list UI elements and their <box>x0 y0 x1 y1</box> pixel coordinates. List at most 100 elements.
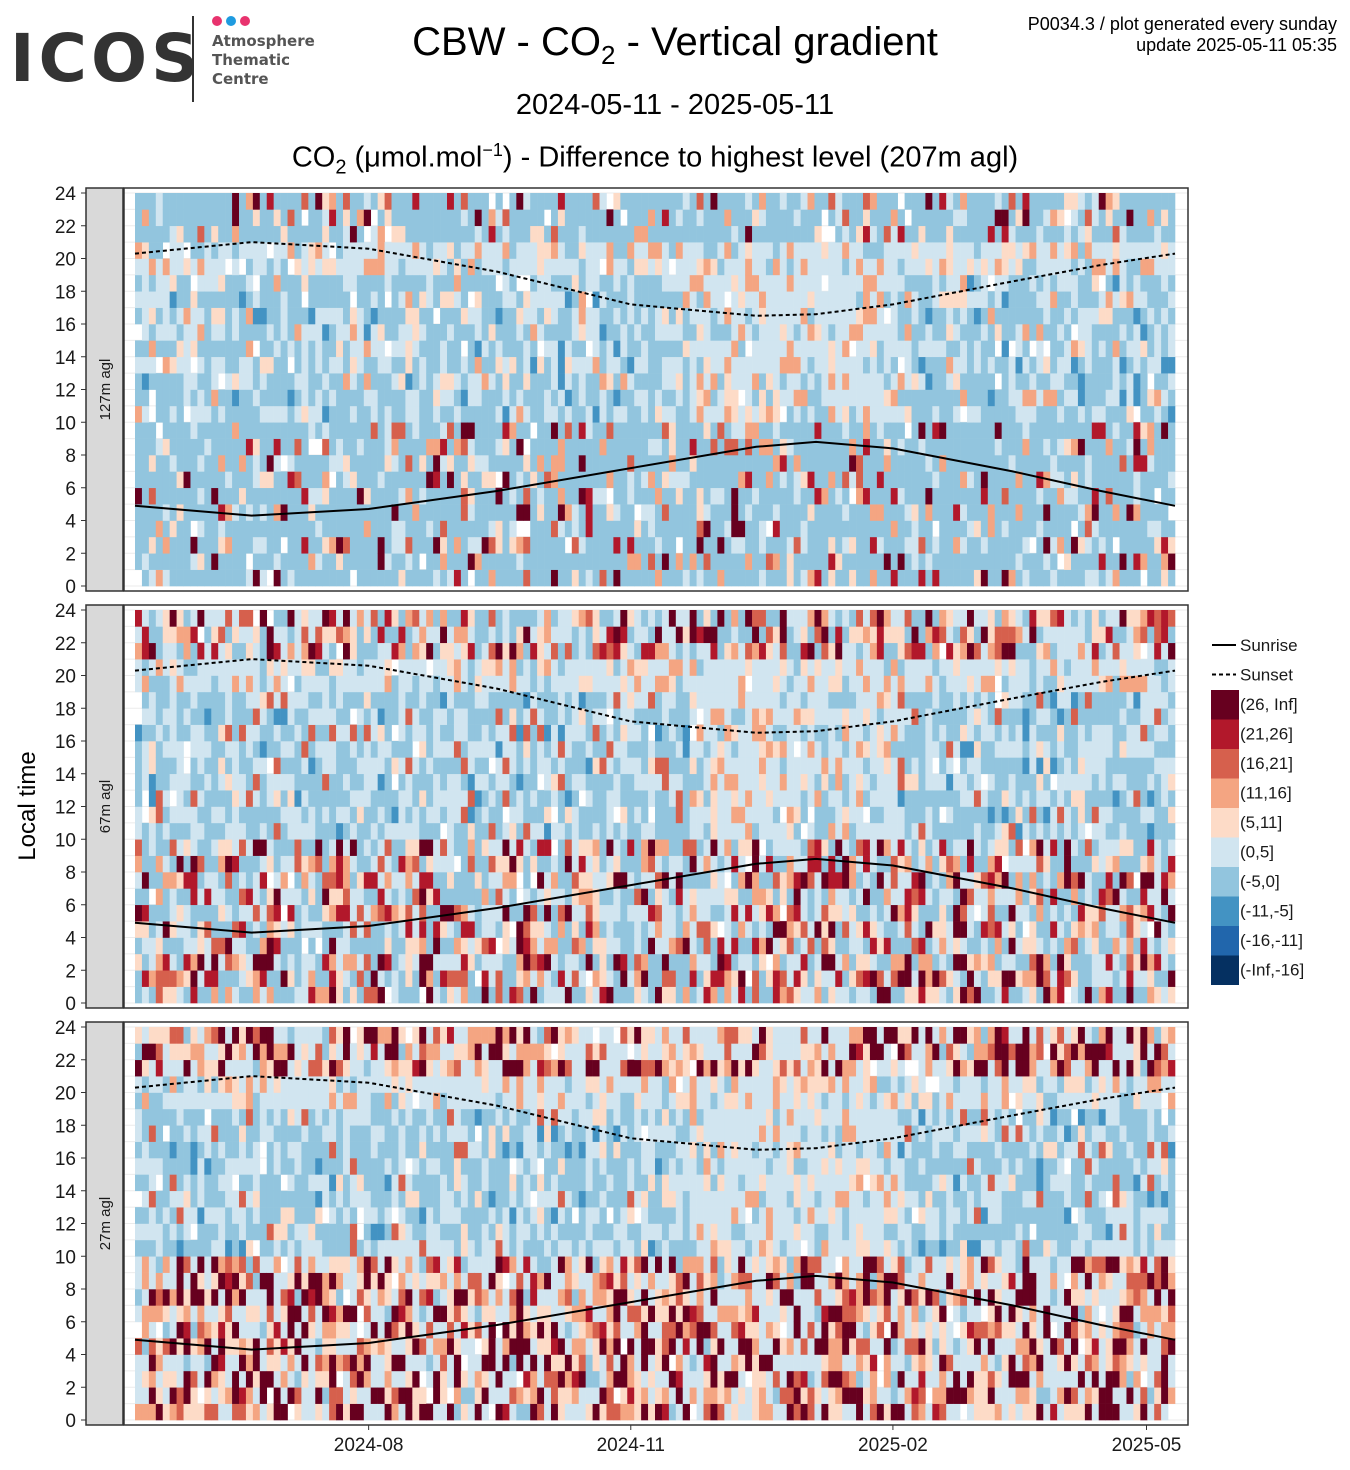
heatmap-cell <box>447 307 455 325</box>
heatmap-cell <box>294 970 302 987</box>
heatmap-cell <box>1001 324 1009 341</box>
heatmap-cell <box>433 455 441 472</box>
heatmap-cell <box>370 438 378 456</box>
heatmap-cell <box>1001 291 1009 308</box>
heatmap-cell <box>259 708 268 725</box>
heatmap-cell <box>356 708 365 725</box>
heatmap-cell <box>474 757 482 775</box>
heatmap-cell <box>197 839 205 856</box>
heatmap-cell <box>398 888 406 906</box>
heatmap-cell <box>564 258 573 276</box>
heatmap-cell <box>218 569 226 587</box>
heatmap-cell <box>668 307 677 325</box>
heatmap-cell <box>245 405 254 423</box>
heatmap-cell <box>682 225 690 243</box>
heatmap-cell <box>204 741 212 758</box>
heatmap-cell <box>322 274 330 292</box>
heatmap-cell <box>738 405 746 423</box>
heatmap-cell <box>488 806 496 824</box>
heatmap-cell <box>495 324 503 341</box>
heatmap-cell <box>1098 373 1106 390</box>
heatmap-cell <box>384 356 392 374</box>
heatmap-cell <box>453 741 462 758</box>
heatmap-cell <box>280 642 288 660</box>
heatmap-cell <box>1168 471 1176 489</box>
heatmap-cell <box>557 291 566 308</box>
heatmap-cell <box>710 356 718 374</box>
heatmap-cell <box>516 839 524 856</box>
heatmap-cell <box>648 356 656 374</box>
heatmap-cell <box>918 504 926 521</box>
heatmap-cell <box>467 921 476 938</box>
heatmap-cell <box>287 438 295 456</box>
heatmap-cell <box>176 536 184 554</box>
heatmap-cell <box>863 536 871 554</box>
heatmap-cell <box>745 553 753 570</box>
heatmap-cell <box>460 757 469 775</box>
heatmap-cell <box>592 520 600 538</box>
heatmap-cell <box>197 659 205 676</box>
heatmap-cell <box>481 888 489 906</box>
heatmap-cell <box>329 258 337 276</box>
heatmap-cell <box>349 626 358 644</box>
heatmap-cell <box>807 274 815 292</box>
heatmap-cell <box>1022 225 1030 243</box>
heatmap-cell <box>1043 193 1051 210</box>
heatmap-cell <box>544 921 552 938</box>
heatmap-cell <box>280 422 288 439</box>
heatmap-cell <box>197 986 205 1004</box>
heatmap-cell <box>648 324 656 341</box>
heatmap-cell <box>994 487 1002 505</box>
heatmap-cell <box>557 536 566 554</box>
heatmap-cell <box>835 422 843 439</box>
heatmap-cell <box>869 389 878 407</box>
heatmap-cell <box>349 487 358 505</box>
heatmap-cell <box>613 471 621 489</box>
heatmap-cell <box>419 274 427 292</box>
heatmap-cell <box>987 405 996 423</box>
heatmap-cell <box>1154 356 1162 374</box>
heatmap-cell <box>190 389 198 407</box>
heatmap-cell <box>939 274 947 292</box>
heatmap-cell <box>294 471 302 489</box>
heatmap-cell <box>245 242 254 259</box>
heatmap-cell <box>973 569 982 587</box>
heatmap-cell <box>273 855 281 873</box>
heatmap-cell <box>148 757 157 775</box>
heatmap-cell <box>1057 536 1065 554</box>
heatmap-cell <box>551 504 559 521</box>
heatmap-cell <box>301 708 309 725</box>
heatmap-cell <box>967 274 975 292</box>
heatmap-cell <box>800 242 808 259</box>
heatmap-cell <box>294 757 302 775</box>
heatmap-cell <box>911 193 919 210</box>
heatmap-cell <box>349 274 358 292</box>
heatmap-cell <box>190 822 198 840</box>
heatmap-cell <box>384 405 392 423</box>
heatmap-cell <box>329 659 337 676</box>
heatmap-cell <box>232 986 240 1004</box>
heatmap-cell <box>301 642 309 660</box>
heatmap-cell <box>876 274 885 292</box>
heatmap-cell <box>557 373 566 390</box>
heatmap-cell <box>148 937 157 955</box>
heatmap-cell <box>897 307 905 325</box>
heatmap-cell <box>211 626 219 644</box>
heatmap-cell <box>509 822 517 840</box>
heatmap-cell <box>1022 536 1030 554</box>
heatmap-cell <box>162 790 170 807</box>
heatmap-cell <box>1050 504 1058 521</box>
heatmap-cell <box>148 487 157 505</box>
heatmap-cell <box>939 193 947 210</box>
heatmap-cell <box>786 340 794 358</box>
heatmap-cell <box>315 389 323 407</box>
heatmap-cell <box>523 373 531 390</box>
heatmap-cell <box>204 675 212 693</box>
heatmap-cell <box>141 741 150 758</box>
heatmap-cell <box>370 324 378 341</box>
heatmap-cell <box>509 455 517 472</box>
heatmap-cell <box>190 953 198 971</box>
heatmap-cell <box>1140 504 1148 521</box>
heatmap-cell <box>135 822 143 840</box>
heatmap-cell <box>433 626 441 644</box>
